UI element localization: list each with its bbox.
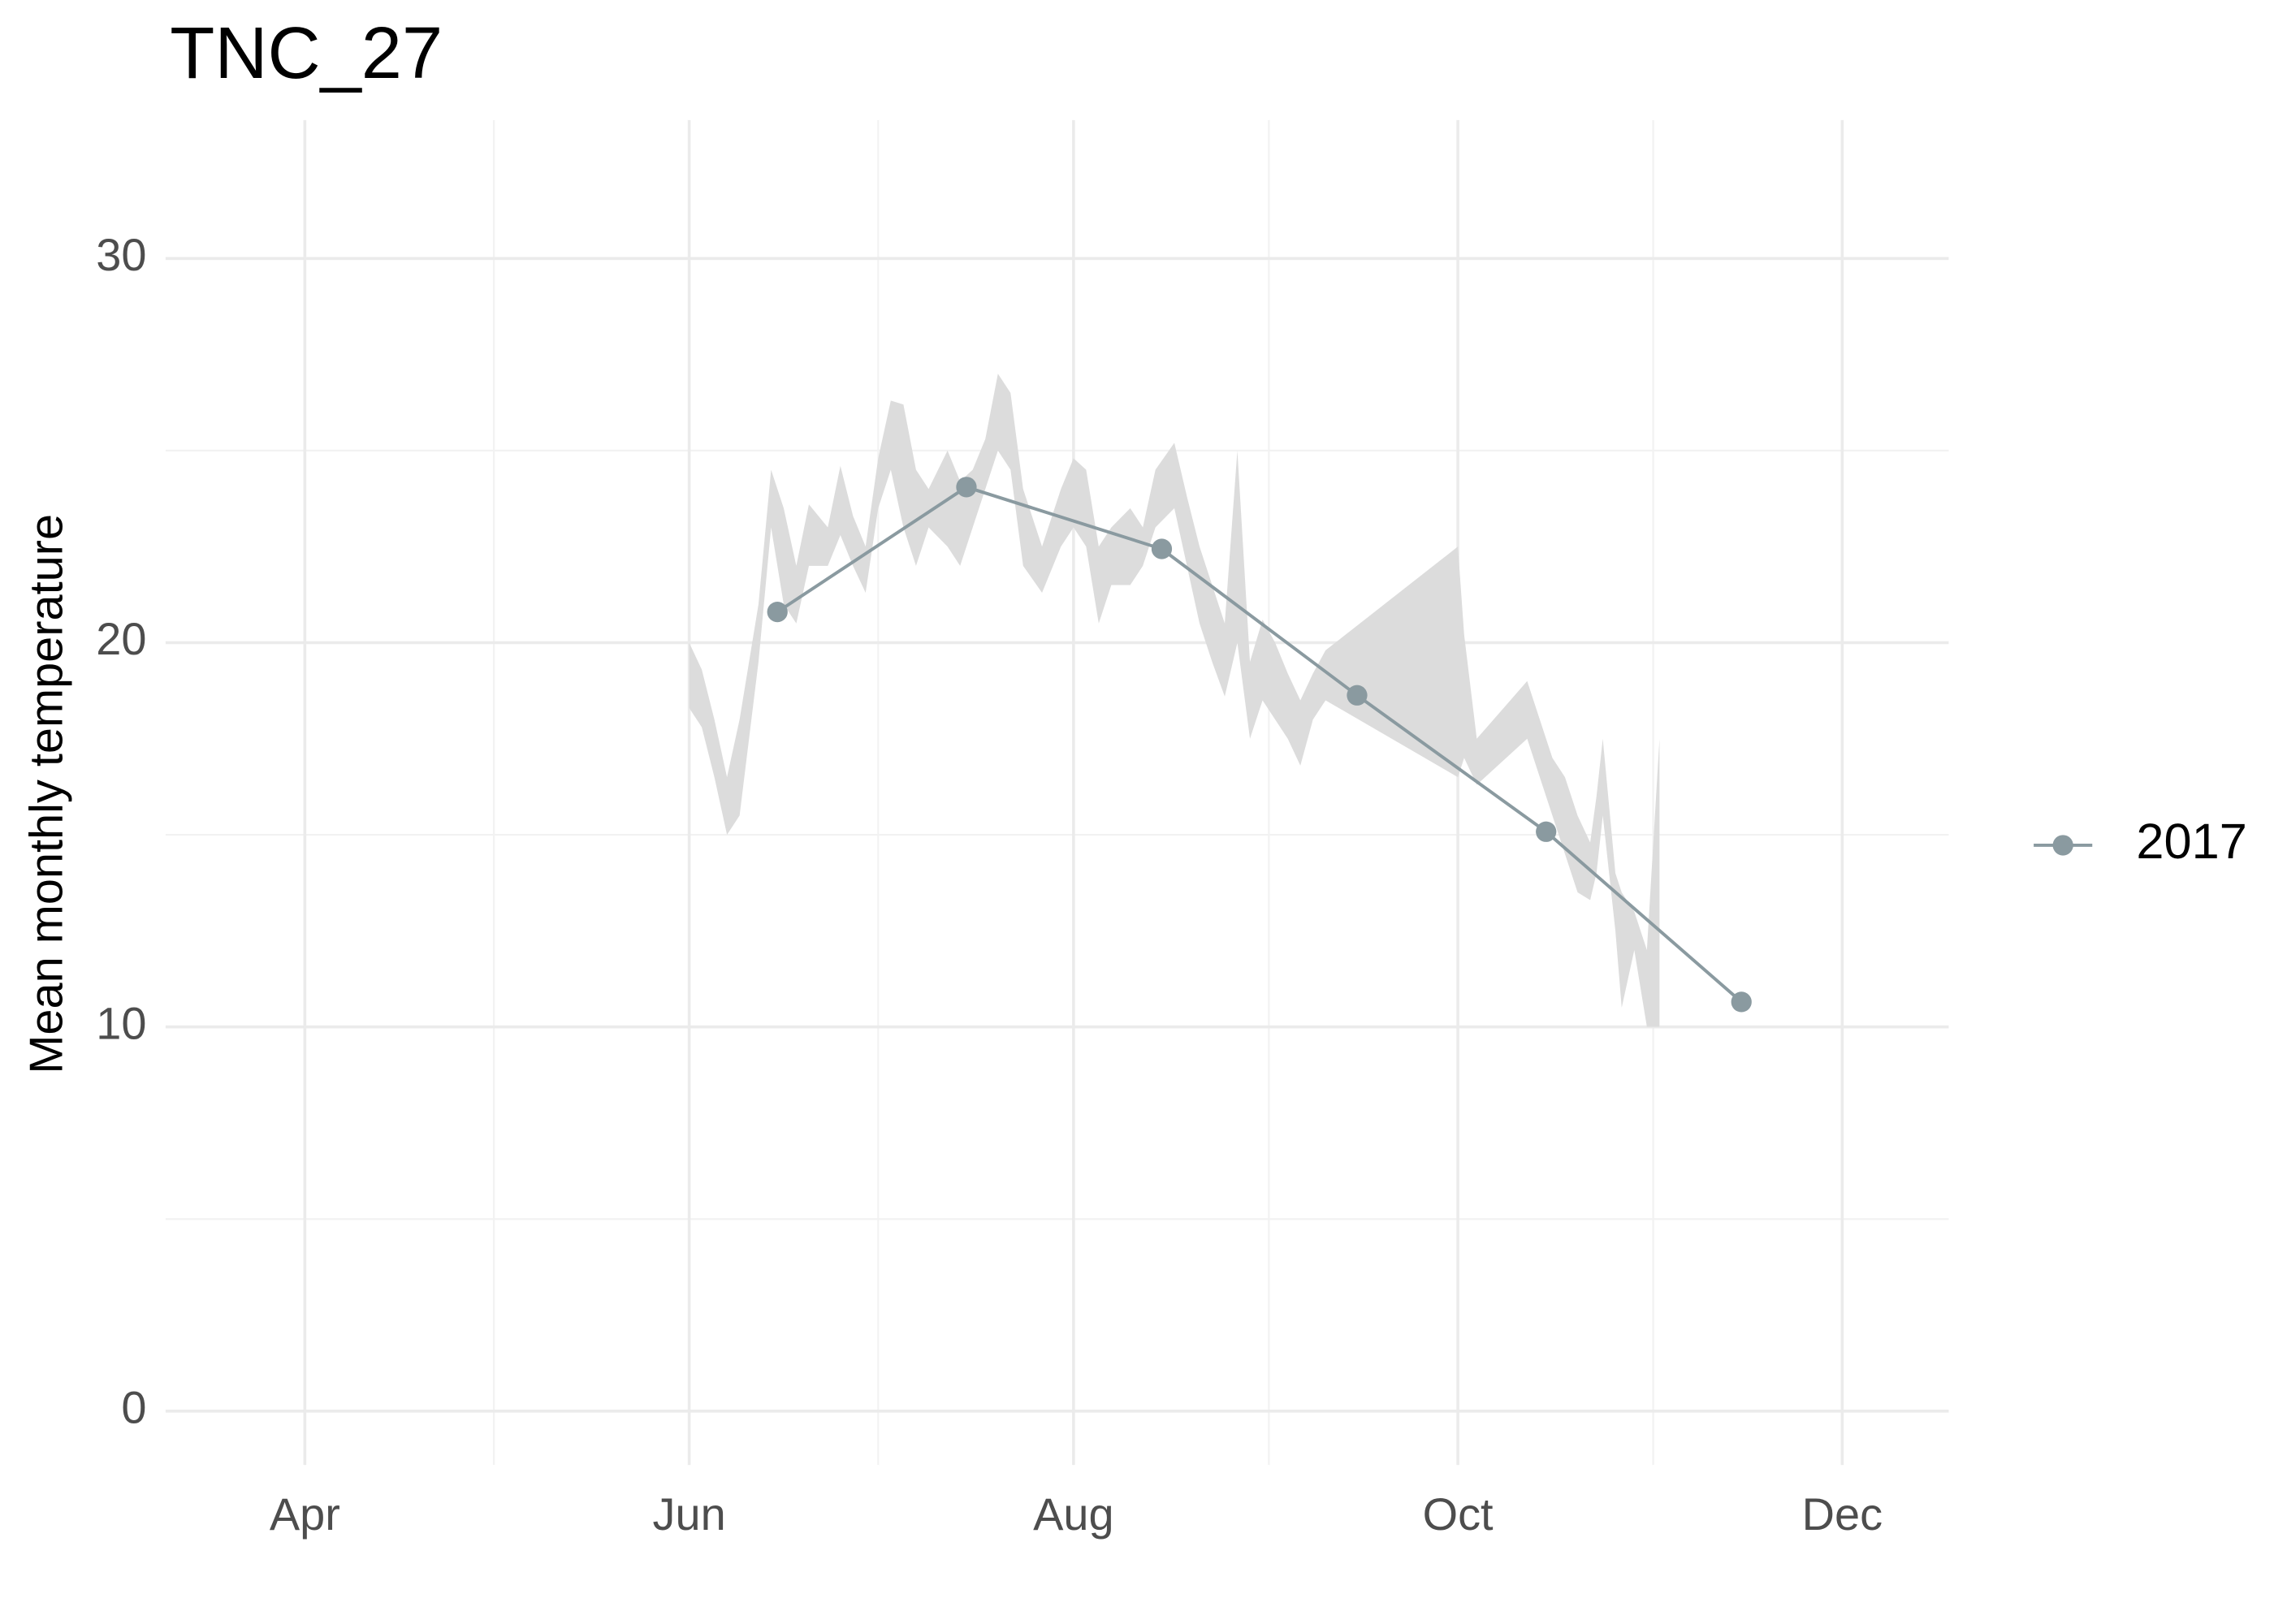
x-tick-label: Aug bbox=[1033, 1488, 1113, 1540]
x-tick-label: Dec bbox=[1802, 1488, 1883, 1540]
data-point bbox=[767, 601, 788, 623]
data-point bbox=[1731, 991, 1752, 1013]
data-point bbox=[1536, 821, 1557, 842]
data-point bbox=[956, 477, 977, 498]
legend-item: 2017 bbox=[2034, 813, 2247, 869]
y-axis-title: Mean monthly temperature bbox=[21, 514, 73, 1074]
x-tick-label: Apr bbox=[270, 1488, 340, 1540]
range-ribbon bbox=[689, 374, 1660, 1027]
legend-marker bbox=[2052, 835, 2073, 856]
y-tick-label: 20 bbox=[96, 613, 146, 664]
data-point bbox=[1347, 685, 1368, 706]
y-tick-label: 0 bbox=[121, 1382, 146, 1433]
y-tick-label: 10 bbox=[96, 997, 146, 1048]
legend-label: 2017 bbox=[2136, 813, 2246, 869]
data-point bbox=[1151, 538, 1173, 559]
chart-title: TNC_27 bbox=[170, 12, 443, 94]
y-tick-label: 30 bbox=[96, 229, 146, 280]
series-line bbox=[776, 485, 1743, 1004]
x-tick-label: Oct bbox=[1423, 1488, 1494, 1540]
x-tick-label: Jun bbox=[653, 1488, 726, 1540]
